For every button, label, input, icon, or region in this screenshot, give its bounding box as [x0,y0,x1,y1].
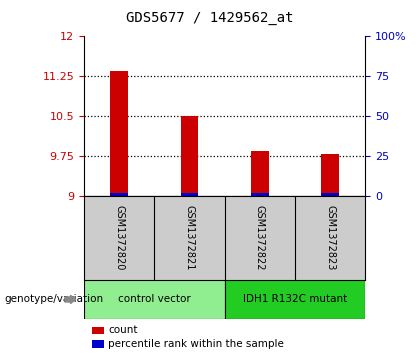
Bar [251,193,269,196]
Text: control vector: control vector [118,294,191,305]
Text: GSM1372823: GSM1372823 [325,205,335,270]
Bar [251,151,269,196]
Bar [84,280,225,319]
Text: GSM1372821: GSM1372821 [184,205,194,270]
Bar [110,193,128,196]
Text: IDH1 R132C mutant: IDH1 R132C mutant [243,294,347,305]
Text: percentile rank within the sample: percentile rank within the sample [108,339,284,349]
Bar [181,193,198,196]
Text: GSM1372822: GSM1372822 [255,205,265,270]
Bar [321,155,339,196]
Bar [321,193,339,196]
Text: GDS5677 / 1429562_at: GDS5677 / 1429562_at [126,11,294,25]
Text: count: count [108,325,138,335]
Bar [181,116,198,196]
Text: genotype/variation: genotype/variation [4,294,103,305]
Text: GSM1372820: GSM1372820 [114,205,124,270]
Bar [225,280,365,319]
Bar [110,71,128,196]
